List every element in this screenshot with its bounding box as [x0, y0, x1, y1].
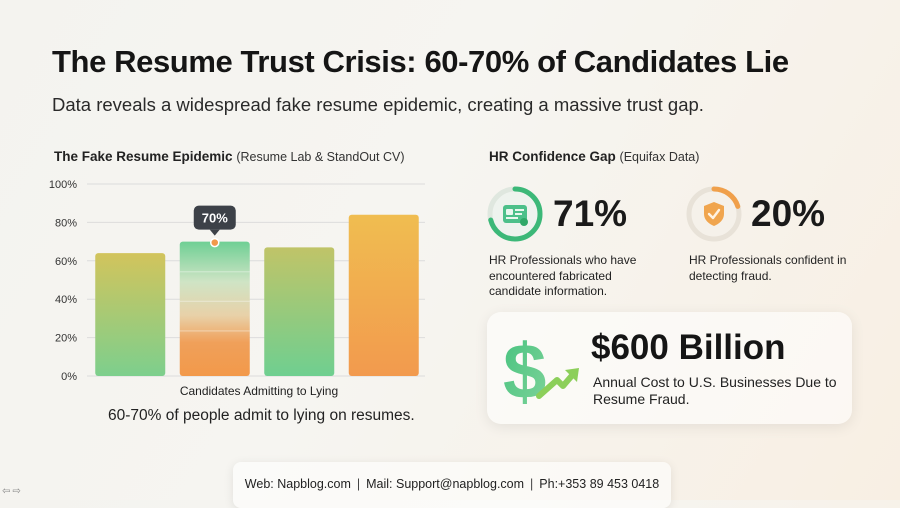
- x-axis-label: Candidates Admitting to Lying: [180, 384, 338, 398]
- y-tick-label: 100%: [49, 179, 77, 191]
- annotation-tooltip: [193, 205, 236, 230]
- stat-desc-71: HR Professionals who have encountered fa…: [489, 253, 637, 298]
- y-tick-label: 20%: [55, 333, 77, 345]
- stat-ring-71: [487, 186, 543, 242]
- footer-separator: |: [530, 477, 534, 491]
- chart-section-title: The Fake Resume Epidemic (Resume Lab & S…: [54, 149, 404, 164]
- cost-description: Annual Cost to U.S. Businesses Due to Re…: [593, 374, 837, 407]
- chart-caption: 60-70% of people admit to lying on resum…: [108, 407, 415, 424]
- svg-text:$: $: [503, 327, 546, 412]
- bar-band: [179, 300, 250, 302]
- y-tick-label: 80%: [55, 217, 77, 229]
- footer-mail[interactable]: Mail: Support@napblog.com: [366, 477, 525, 491]
- bar-1: [95, 253, 166, 376]
- bar-2: [179, 241, 250, 376]
- id-card-icon: [503, 205, 528, 226]
- footer-phone[interactable]: Ph:+353 89 453 0418: [539, 477, 660, 491]
- cost-value: $600 Billion: [591, 328, 786, 367]
- hr-section-title: HR Confidence Gap (Equifax Data): [489, 149, 699, 164]
- y-tick-label: 40%: [55, 294, 77, 306]
- annotation-tooltip-pointer: [209, 229, 220, 236]
- bar-3: [264, 247, 335, 376]
- progress-arc: [686, 186, 742, 242]
- annotation-dot: [210, 237, 220, 248]
- annotation-label: 70%: [202, 211, 228, 226]
- bar-band: [179, 271, 250, 273]
- chart-title: The Fake Resume Epidemic: [54, 149, 233, 164]
- stat-desc-20: HR Professionals confident in detecting …: [689, 253, 847, 283]
- progress-arc: [487, 186, 543, 242]
- page-title: The Resume Trust Crisis: 60-70% of Candi…: [52, 44, 789, 79]
- stat-value-20: 20%: [751, 193, 826, 234]
- hr-source: (Equifax Data): [619, 150, 700, 164]
- shield-icon: [704, 202, 724, 226]
- footer-separator: |: [356, 477, 361, 491]
- y-tick-label: 0%: [61, 371, 77, 383]
- footer-contact-bar: Web: Napblog.com | Mail: Support@napblog…: [233, 462, 671, 508]
- footer-web[interactable]: Web: Napblog.com: [244, 477, 351, 491]
- bar-band: [179, 330, 250, 332]
- dollar-growth-icon: $: [503, 327, 579, 412]
- hr-title: HR Confidence Gap: [489, 149, 616, 164]
- stat-value-71: 71%: [553, 193, 628, 234]
- y-tick-label: 60%: [55, 256, 77, 268]
- stat-ring-20: [686, 186, 742, 242]
- nav-arrows-icon[interactable]: ⇦⇨: [2, 486, 23, 497]
- bar-chart: 0% 20% 40% 60% 80% 100% 70% Candidates Admitti…: [49, 179, 425, 398]
- chart-source: (Resume Lab & StandOut CV): [236, 150, 405, 164]
- page-subtitle: Data reveals a widespread fake resume ep…: [52, 94, 704, 115]
- bar-4: [348, 214, 419, 376]
- cost-card: $ $600 Billion Annual Cost to U.S. Busin…: [487, 312, 852, 424]
